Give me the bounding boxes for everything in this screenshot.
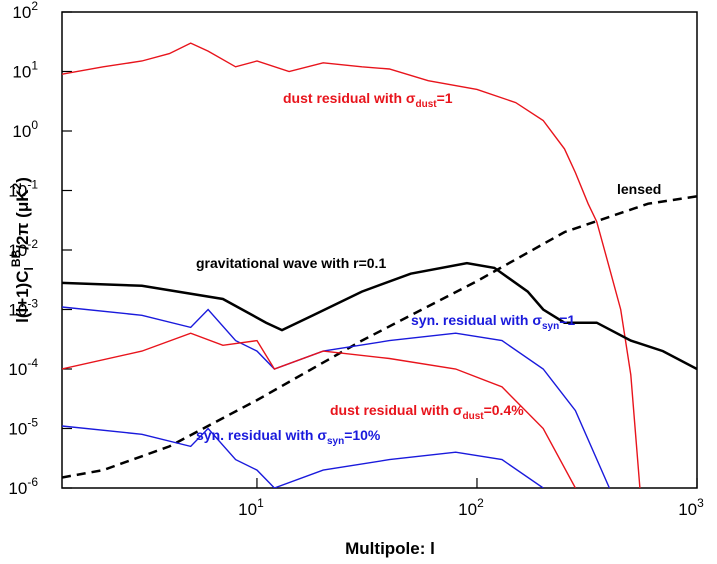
series-line <box>62 306 611 488</box>
y-tick-label: 10-4 <box>8 356 38 379</box>
y-tick-label: 10-3 <box>8 297 38 320</box>
x-tick-label: 102 <box>458 496 484 519</box>
x-axis-label: Multipole: l <box>345 539 435 558</box>
plot-lines <box>62 42 697 488</box>
label-text: syn. residual with σ <box>411 312 542 328</box>
tick-base: 10 <box>12 122 31 141</box>
y-label-part: l(l+1)C <box>13 270 32 322</box>
series-label: dust residual with σdust=1 <box>283 90 453 110</box>
tick-exponent: -1 <box>27 178 38 192</box>
tick-exponent: -3 <box>27 297 38 311</box>
tick-exponent: -4 <box>27 356 38 370</box>
tick-exponent: -5 <box>27 416 38 430</box>
tick-base: 10 <box>8 360 27 379</box>
series-line <box>62 42 641 488</box>
label-text: syn. residual with σ <box>196 427 327 443</box>
y-label-part: ) <box>13 177 32 183</box>
y-label-sup: 2 <box>10 182 24 189</box>
label-sub: syn <box>542 321 559 332</box>
tick-exponent: -6 <box>27 475 38 489</box>
series-label: syn. residual with σsyn=10% <box>196 427 381 447</box>
tick-base: 10 <box>12 3 31 22</box>
label-text: dust residual with σ <box>283 90 416 106</box>
y-label-part: /2π (μK <box>13 189 32 250</box>
label-text: gravitational wave with r=0.1 <box>196 255 386 271</box>
x-tick-label: 103 <box>678 496 704 519</box>
tick-exponent: 0 <box>31 118 38 132</box>
series-label: dust residual with σdust=0.4% <box>330 402 524 422</box>
label-tail: =1 <box>559 312 575 328</box>
label-text: lensed <box>617 181 661 197</box>
series-label: lensed <box>617 181 661 197</box>
label-tail: =0.4% <box>484 402 525 418</box>
label-sub: dust <box>415 99 437 110</box>
y-label-sup: BB <box>9 249 23 267</box>
tick-base: 10 <box>8 301 27 320</box>
tick-base: 10 <box>8 479 27 498</box>
y-label-sub: l <box>22 267 36 270</box>
series-line <box>62 261 697 371</box>
label-sub: syn <box>327 436 344 447</box>
tick-base: 10 <box>458 500 477 519</box>
label-tail: =1 <box>437 90 453 106</box>
x-tick-label: 101 <box>238 496 264 519</box>
tick-exponent: 2 <box>477 496 484 510</box>
y-tick-label: 102 <box>12 0 38 22</box>
tick-base: 10 <box>238 500 257 519</box>
series-line <box>62 425 544 488</box>
tick-exponent: 3 <box>697 496 704 510</box>
tick-exponent: 1 <box>31 59 38 73</box>
y-tick-label: 101 <box>12 59 38 82</box>
tick-exponent: 2 <box>31 0 38 13</box>
y-tick-label: 100 <box>12 118 38 141</box>
series-line <box>62 195 697 479</box>
tick-base: 10 <box>678 500 697 519</box>
y-tick-label: 10-6 <box>8 475 38 498</box>
label-sub: dust <box>462 411 484 422</box>
tick-base: 10 <box>8 241 27 260</box>
series-label: syn. residual with σsyn=1 <box>411 312 575 332</box>
label-tail: =10% <box>344 427 381 443</box>
tick-exponent: 1 <box>257 496 264 510</box>
y-tick-label: 10-2 <box>8 237 38 260</box>
y-axis-label: l(l+1)ClBB/2π (μK2) <box>9 177 36 323</box>
series-line <box>62 332 577 488</box>
tick-base: 10 <box>8 182 27 201</box>
y-tick-label: 10-1 <box>8 178 38 201</box>
tick-base: 10 <box>8 420 27 439</box>
series-label: gravitational wave with r=0.1 <box>196 255 386 271</box>
label-text: dust residual with σ <box>330 402 463 418</box>
y-tick-label: 10-5 <box>8 416 38 439</box>
tick-base: 10 <box>12 63 31 82</box>
tick-exponent: -2 <box>27 237 38 251</box>
